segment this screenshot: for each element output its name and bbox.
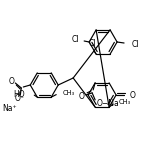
Text: CH₃: CH₃: [119, 99, 131, 105]
Text: O: O: [8, 77, 14, 85]
Text: HO: HO: [14, 90, 25, 99]
Text: Cl: Cl: [88, 39, 96, 48]
Text: O−Na: O−Na: [97, 99, 120, 108]
Text: O: O: [130, 90, 136, 99]
Text: O⁻: O⁻: [14, 93, 24, 102]
Text: Cl: Cl: [132, 40, 140, 48]
Text: Na⁺: Na⁺: [2, 103, 17, 113]
Text: O: O: [78, 92, 84, 101]
Text: Cl: Cl: [71, 35, 79, 43]
Text: CH₃: CH₃: [62, 90, 74, 96]
